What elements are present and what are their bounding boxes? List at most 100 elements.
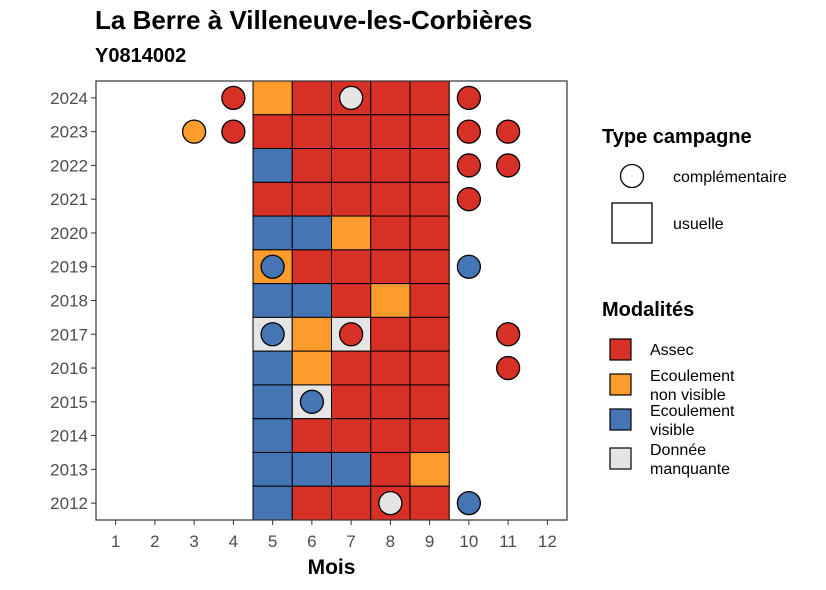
y-tick-label-2017: 2017 [50, 325, 88, 344]
point-2021-10 [456, 187, 482, 212]
tile-2014-9 [409, 418, 450, 453]
tile-2016-8 [370, 350, 411, 386]
tile-2021-8 [370, 181, 411, 217]
legend-label-assec: Assec [650, 342, 694, 359]
tile-2016-5 [252, 350, 293, 386]
tile-2012-6 [291, 485, 332, 521]
tile-2021-9 [409, 181, 450, 217]
y-tick-label-2023: 2023 [50, 123, 88, 142]
legend-label-donn-e-manquante-2: manquante [650, 461, 730, 478]
legend-label-donn-e-manquante-1: Donnée [650, 442, 706, 459]
legend-label-ecoulement-non-visible-2: non visible [650, 387, 726, 404]
tile-2016-7 [331, 350, 372, 386]
tile-2012-9 [409, 485, 450, 521]
tile-2020-6 [291, 215, 332, 251]
tile-2015-5 [252, 384, 293, 420]
point-2022-10 [456, 153, 482, 178]
chart-title: La Berre à Villeneuve-les-Corbières [95, 5, 533, 35]
point-2012-8 [378, 490, 403, 516]
tile-2019-7 [331, 249, 372, 285]
tile-2015-8 [370, 384, 411, 420]
x-tick-label-12: 12 [538, 532, 557, 551]
tile-2014-8 [370, 418, 411, 453]
y-tick-label-2020: 2020 [50, 224, 88, 243]
tile-2023-5 [252, 114, 293, 150]
x-tick-label-9: 9 [425, 532, 434, 551]
tile-2020-7 [331, 215, 372, 251]
point-2019-10 [456, 254, 482, 279]
x-tick-label-2: 2 [150, 532, 159, 551]
tile-2018-9 [409, 283, 450, 318]
tile-2020-9 [409, 215, 450, 251]
y-tick-label-2012: 2012 [50, 494, 88, 513]
tile-2017-6 [291, 316, 332, 352]
tile-2019-8 [370, 249, 411, 285]
point-2023-10 [456, 119, 482, 144]
point-2023-3 [181, 119, 207, 144]
legend-key-ecoulement-non-visible [609, 373, 632, 396]
y-tick-label-2018: 2018 [50, 292, 88, 311]
tile-2015-7 [331, 384, 372, 420]
legend-key-complementaire [619, 163, 645, 189]
legend-label-complementaire: complémentaire [673, 169, 787, 186]
tile-2013-9 [409, 451, 450, 487]
point-2012-10 [456, 490, 482, 516]
y-tick-label-2021: 2021 [50, 190, 88, 209]
x-tick-label-8: 8 [386, 532, 395, 551]
point-2023-4 [221, 119, 246, 144]
tile-2019-6 [291, 249, 332, 285]
point-2017-11 [495, 322, 521, 347]
x-axis-title: Mois [308, 556, 356, 579]
tile-2023-7 [331, 114, 372, 150]
tile-2012-5 [252, 485, 293, 521]
point-2022-11 [495, 153, 521, 178]
tile-2023-8 [370, 114, 411, 150]
x-tick-label-6: 6 [307, 532, 316, 551]
point-2017-7 [338, 322, 364, 347]
tile-2013-6 [291, 451, 332, 487]
point-2024-10 [456, 85, 482, 111]
x-tick-label-4: 4 [229, 532, 238, 551]
x-tick-label-1: 1 [111, 532, 120, 551]
tile-2022-9 [409, 148, 450, 183]
legend-label-usuelle: usuelle [673, 216, 724, 233]
point-2015-6 [299, 389, 325, 414]
tile-2024-9 [409, 80, 450, 116]
y-tick-label-2024: 2024 [50, 89, 88, 108]
legend-key-donn-e-manquante [609, 447, 632, 470]
tile-2024-6 [291, 80, 332, 116]
tile-2016-6 [291, 350, 332, 386]
tile-2022-6 [291, 148, 332, 183]
tile-2018-6 [291, 283, 332, 318]
legend-campagne-title: Type campagne [602, 126, 752, 148]
point-2024-7 [338, 85, 364, 111]
legend-label-ecoulement-non-visible-1: Ecoulement [650, 368, 735, 385]
tile-2013-7 [331, 451, 372, 487]
tile-2024-5 [252, 80, 293, 116]
y-tick-label-2015: 2015 [50, 393, 88, 412]
tile-2020-5 [252, 215, 293, 251]
tile-2015-9 [409, 384, 450, 420]
tile-2017-8 [370, 316, 411, 352]
tile-2021-6 [291, 181, 332, 217]
tile-2014-5 [252, 418, 293, 453]
tile-2021-5 [252, 181, 293, 217]
tile-2014-6 [291, 418, 332, 453]
tile-2013-5 [252, 451, 293, 487]
chart-subtitle: Y0814002 [95, 45, 187, 67]
point-2019-5 [260, 254, 285, 279]
tile-2018-8 [370, 283, 411, 318]
tile-2024-8 [370, 80, 411, 116]
legend-label-ecoulement-visible-1: Ecoulement [650, 403, 735, 420]
point-2023-11 [495, 119, 521, 144]
y-tick-label-2019: 2019 [50, 258, 88, 277]
legend-key-usuelle [611, 202, 653, 244]
tile-2013-8 [370, 451, 411, 487]
tile-2022-7 [331, 148, 372, 183]
x-tick-label-3: 3 [189, 532, 198, 551]
legend-label-ecoulement-visible-2: visible [650, 422, 695, 439]
legend-key-assec [609, 338, 632, 361]
x-tick-label-10: 10 [459, 532, 478, 551]
tile-2020-8 [370, 215, 411, 251]
